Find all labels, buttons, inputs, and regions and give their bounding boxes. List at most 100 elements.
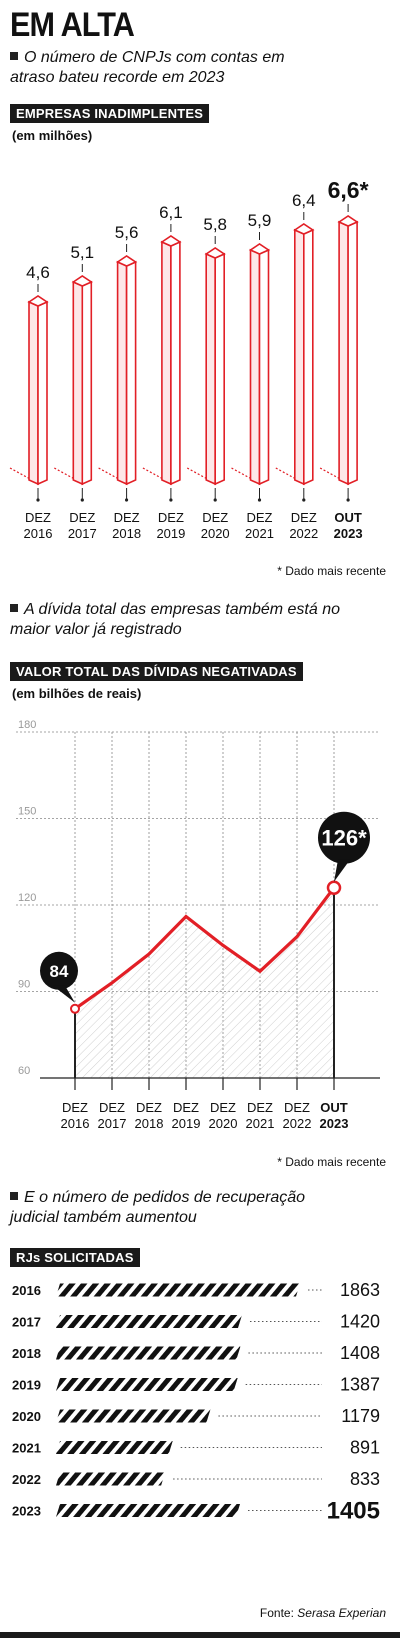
section2-subtitle: A dívida total das empresas também está … [10,600,340,640]
area-fill [75,887,334,1078]
callout-pointer [53,985,75,1003]
axis-tick-dot [36,498,40,502]
x-tick-label-month: DEZ [62,1100,88,1115]
x-tick-label-year: 2023 [320,1116,349,1131]
y-tick-label: 90 [18,979,30,991]
axis-tick-dot [213,498,217,502]
bar-side-face [81,280,93,486]
bar-top-face [248,243,271,255]
series-line [74,886,336,1011]
section2-unit: (em bilhões de reais) [12,686,142,701]
x-tick-label-month: DEZ [114,510,140,525]
rj-row: 2016 1863 [12,1280,380,1300]
x-tick-label-month: DEZ [247,1100,273,1115]
data-point-end [326,880,342,895]
x-tick-label-month: DEZ [202,510,228,525]
section2-note: * Dado mais recente [277,1155,386,1169]
callout-bubble: 84 [40,951,78,1003]
bar-top-face [204,247,226,259]
rj-bar [56,1409,211,1423]
section1-subtitle: O número de CNPJs com contas em atraso b… [10,48,310,88]
rj-year-label: 2020 [12,1409,41,1424]
section1-note: * Dado mais recente [277,564,386,578]
bar-side-face [258,248,270,486]
rj-bar [56,1315,242,1328]
bar-top-face [293,223,315,235]
x-tick-label-year: 2020 [201,526,230,541]
rj-year-label: 2016 [12,1283,41,1298]
x-tick-label-month: OUT [334,510,362,525]
x-tick-label-month: DEZ [173,1100,199,1115]
y-tick-label: 150 [18,806,36,818]
value-label: 6,1 [159,203,183,222]
x-tick-label-month: DEZ [99,1100,125,1115]
bar-side-face [170,240,181,486]
x-tick-label-month: DEZ [25,510,51,525]
callout-circle [40,951,78,990]
value-label: 5,6 [115,223,139,242]
x-tick-label-year: 2022 [289,526,318,541]
callout-label: 84 [50,962,69,981]
bar-front-face [28,300,39,486]
x-tick-label-month: DEZ [158,510,184,525]
bullet-square-icon [10,604,18,612]
rj-row: 2022 833 [12,1469,380,1489]
rj-year-label: 2019 [12,1378,41,1393]
x-tick-label-month: DEZ [69,510,95,525]
y-tick-label: 180 [18,719,36,731]
y-tick-label: 60 [18,1065,30,1077]
section2-subtitle-text: A dívida total das empresas também está … [10,601,341,638]
page-title: EM ALTA [10,6,135,44]
x-tick-label-year: 2017 [68,526,97,541]
source-name: Serasa Experian [297,1606,386,1620]
rj-value-label: 1179 [341,1406,380,1426]
bar-front-face [293,228,305,486]
rj-row: 2017 1420 [12,1312,380,1332]
x-tick-label-year: 2016 [24,526,53,541]
chart-empresas-inadimplentes: 4,6DEZ20165,1DEZ20175,6DEZ20186,1DEZ2019… [9,177,369,541]
rj-row: 2019 1387 [12,1375,380,1395]
rj-row: 2020 1179 [12,1406,380,1426]
section3-subtitle: E o número de pedidos de recuperação jud… [10,1188,350,1228]
chart-rjs-solicitadas: 2016 1863 2017 1420 2018 1408 2019 1387 2020 1179… [12,1280,380,1525]
value-label: 5,8 [203,215,227,234]
bar-side-face [214,252,225,486]
axis-tick-dot [257,498,262,502]
x-tick-label-year: 2021 [245,526,274,541]
bar-front-face [249,248,261,486]
callout-pointer [334,859,350,882]
axis-tick-dot [169,498,173,502]
bar-top-face [115,255,138,267]
bar-side-face [37,300,48,486]
bar-front-face [338,220,349,486]
rj-value-label: 1405 [327,1498,380,1525]
rj-bar [56,1504,241,1517]
x-tick-label-year: 2020 [209,1116,238,1131]
rj-bar [56,1346,241,1360]
value-label: 6,4 [292,191,316,210]
x-tick-label-year: 2022 [283,1116,312,1131]
x-tick-label-year: 2023 [334,526,363,541]
x-tick-label-year: 2019 [172,1116,201,1131]
x-tick-label-year: 2019 [156,526,185,541]
section2-label: VALOR TOTAL DAS DÍVIDAS NEGATIVADAS [10,662,303,681]
rj-value-label: 1420 [340,1312,380,1332]
x-tick-label-month: DEZ [210,1100,236,1115]
bar-front-face [116,260,128,486]
bar-top-face [337,215,359,227]
bar-front-face [161,240,172,486]
bar-side-face [125,260,137,486]
rj-value-label: 1408 [340,1343,380,1363]
value-label: 5,9 [248,211,272,230]
callout-circle [318,811,370,864]
section1-unit: (em milhões) [12,128,93,143]
bar-side-face [347,220,358,486]
bar-top-face [71,275,93,287]
rj-value-label: 1863 [340,1280,380,1300]
